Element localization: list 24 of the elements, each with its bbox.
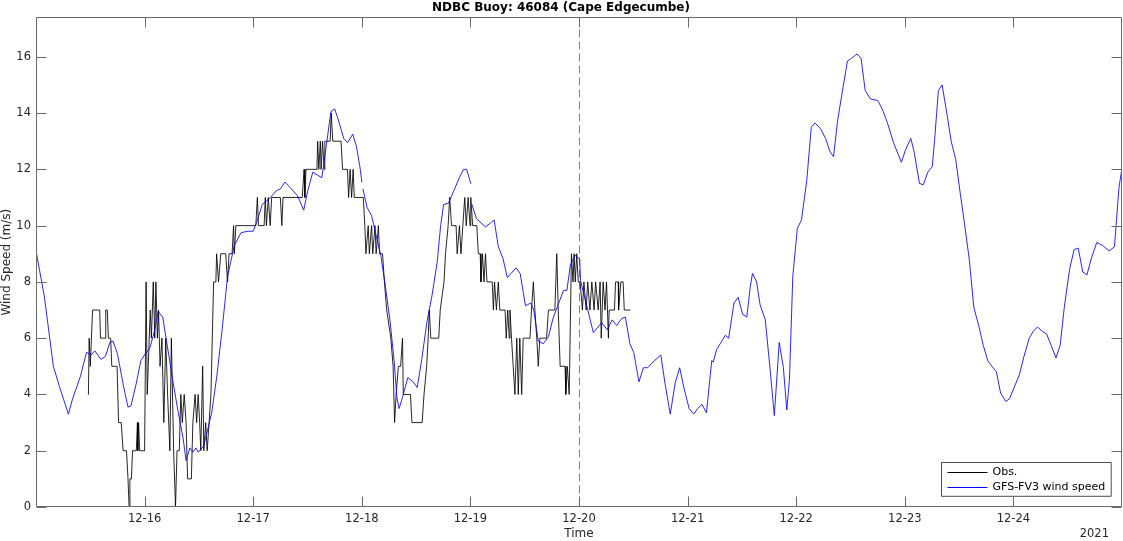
y-tick-label: 10 (16, 217, 31, 232)
text: 2021 (1079, 526, 1109, 541)
legend-label: GFS-FV3 wind speed (992, 479, 1106, 493)
x-tick-label: 12-23 (888, 510, 922, 525)
x-tick-label: 12-20 (562, 510, 596, 525)
x-tick-label: 12-16 (127, 510, 162, 525)
y-tick-label: 0 (23, 498, 31, 513)
y-tick-label: 4 (23, 386, 31, 401)
y-tick-label: 6 (23, 330, 31, 345)
x-tick-label: 12-19 (453, 510, 488, 525)
y-tick-label: 2 (23, 442, 31, 457)
y-tick-label: 12 (16, 161, 31, 176)
x-tick-label: 12-24 (996, 510, 1031, 525)
y-tick-label: 8 (23, 273, 31, 288)
y-tick-label: 14 (16, 105, 31, 120)
x-tick-label: 12-22 (779, 510, 813, 525)
x-tick-label: 12-17 (236, 510, 270, 525)
chart-title: NDBC Buoy: 46084 (Cape Edgecumbe) (432, 0, 690, 15)
legend-label: Obs. (992, 464, 1018, 478)
y-tick-label: 16 (16, 48, 31, 63)
y-axis-title: Wind Speed (m/s) (0, 208, 14, 316)
x-axis-title: Time (563, 525, 594, 540)
x-tick-label: 12-21 (670, 510, 705, 525)
x-tick-label: 12-18 (345, 510, 379, 525)
